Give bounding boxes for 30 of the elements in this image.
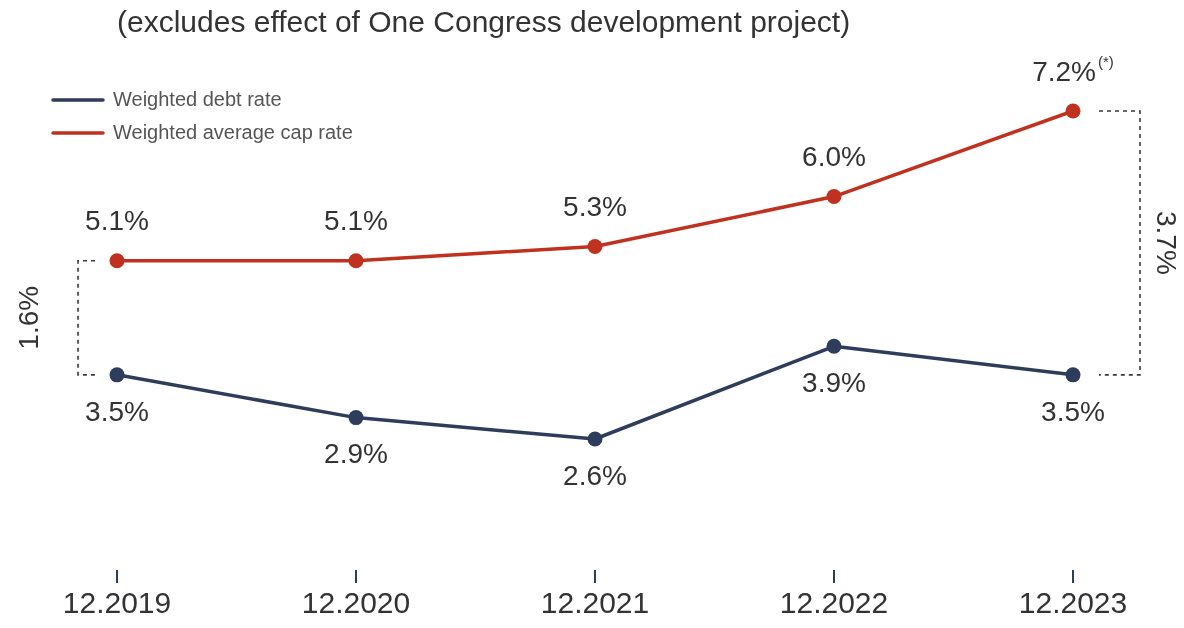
chart-title: (excludes effect of One Congress development project) [117, 5, 851, 39]
point [826, 338, 842, 354]
point [109, 253, 125, 269]
data-label: 5.3% [563, 191, 627, 223]
x-tick-label: 12.2020 [301, 586, 411, 620]
point [826, 189, 842, 205]
point [348, 410, 364, 426]
data-label: 3.9% [802, 367, 866, 399]
point [587, 431, 603, 447]
point [1065, 367, 1081, 383]
data-label: 2.6% [563, 459, 627, 491]
legend-label: Weighted debt rate [113, 87, 282, 110]
data-label: 5.1% [85, 205, 149, 237]
point [348, 253, 364, 269]
data-label: 5.1% [324, 205, 388, 237]
data-label: 3.5% [85, 395, 149, 427]
x-tick-label: 12.2019 [62, 586, 172, 620]
x-tick-label: 12.2023 [1018, 586, 1128, 620]
point [109, 367, 125, 383]
x-tick-label: 12.2022 [779, 586, 889, 620]
x-tick-label: 12.2021 [540, 586, 650, 620]
data-label: 3.5% [1041, 395, 1105, 427]
point [1065, 103, 1081, 119]
data-label: 7.2%(*) [1032, 52, 1114, 87]
annotation: 1.6% [12, 285, 44, 350]
data-label: 6.0% [802, 141, 866, 173]
data-label: 2.9% [324, 438, 388, 470]
point [587, 238, 603, 254]
legend-label: Weighted average cap rate [113, 120, 353, 143]
annotation: 3.7% [1151, 211, 1183, 275]
